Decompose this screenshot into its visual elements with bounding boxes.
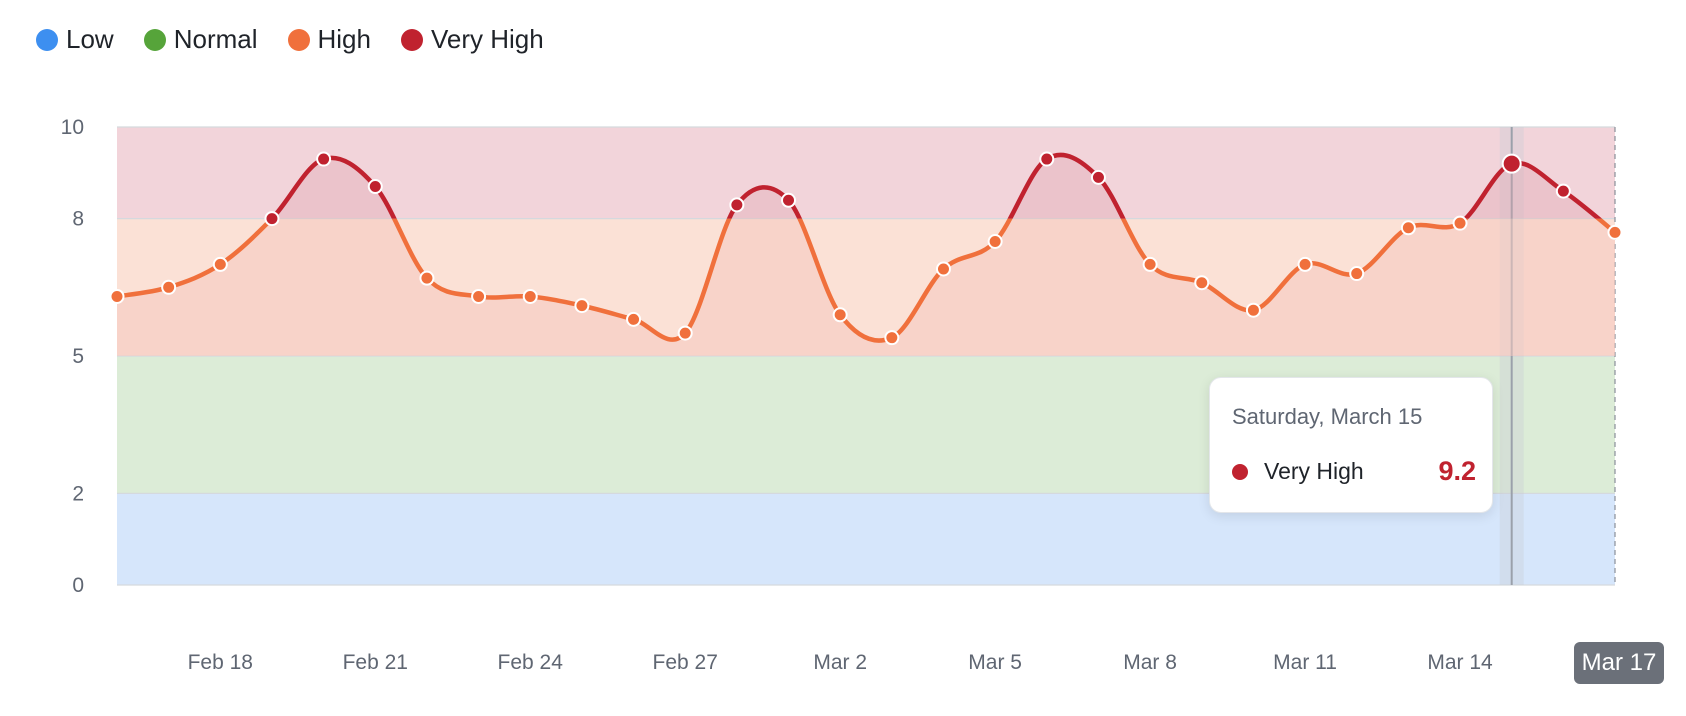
data-point [419,270,435,286]
data-point [1349,266,1365,282]
area-high [117,218,1615,356]
tooltip-series-name: Very High [1264,458,1364,484]
legend-swatch-very-high [400,28,423,51]
x-tick-label: Mar 14 [1427,651,1493,674]
legend-item-high[interactable]: High [287,24,371,55]
data-point [1297,256,1313,272]
x-tick-label: Mar 11 [1273,651,1337,674]
legend-label-high: High [317,24,371,54]
data-point [522,288,538,304]
data-point [781,192,797,208]
chart-tooltip: Saturday, March 15 Very High 9.2 [1209,377,1493,513]
legend-label-very-high: Very High [430,24,544,54]
tooltip-series-dot [1232,463,1248,480]
data-point [884,330,900,346]
y-tick-label: 10 [61,116,84,139]
x-tick-label: Feb 18 [188,651,253,674]
data-point [1090,169,1106,185]
data-point [1245,302,1261,318]
legend-item-normal[interactable]: Normal [143,24,258,55]
data-point [264,211,280,227]
data-point [1194,275,1210,291]
data-point [832,307,848,323]
y-tick-label: 5 [72,345,84,368]
y-tick-label: 8 [72,208,84,231]
data-point [1501,153,1522,174]
data-point [1400,220,1416,236]
data-point [161,279,177,295]
x-tick-label: Mar 5 [968,651,1022,674]
x-tick-label: Mar 8 [1123,651,1177,674]
x-axis-hover-badge: Mar 17 [1574,642,1664,684]
data-point [935,261,951,277]
data-point [1039,151,1055,167]
data-point [367,179,383,195]
tooltip-row: Very High 9.2 [1232,456,1476,487]
band-very-high [117,127,1615,219]
legend-label-low: Low [66,24,114,54]
data-point [626,311,642,327]
x-tick-label: Feb 27 [653,651,718,674]
x-tick-label: Feb 24 [498,651,564,674]
x-tick-label: Feb 21 [343,651,408,674]
data-point [987,234,1003,249]
legend-swatch-low [36,28,58,51]
data-point [1607,224,1623,240]
tooltip-value: 9.2 [1438,456,1476,486]
data-point [1452,215,1468,231]
data-point [729,197,745,213]
legend-item-very-high[interactable]: Very High [400,24,544,55]
legend-swatch-normal [143,28,166,51]
data-point [471,288,487,304]
data-point [1142,256,1158,272]
data-point [316,151,332,167]
data-point [677,325,693,341]
data-point [109,288,125,304]
data-point [212,256,228,272]
legend-label-normal: Normal [173,24,258,54]
y-tick-label: 0 [72,574,84,597]
x-tick-label: Mar 2 [813,651,867,674]
data-point [1555,183,1571,199]
legend-swatch-high [287,28,310,51]
data-point [574,298,590,314]
chart-legend: Low Normal High Very High [36,24,574,55]
legend-item-low[interactable]: Low [36,24,114,55]
tooltip-date: Saturday, March 15 [1232,404,1423,429]
y-tick-label: 2 [72,482,84,505]
